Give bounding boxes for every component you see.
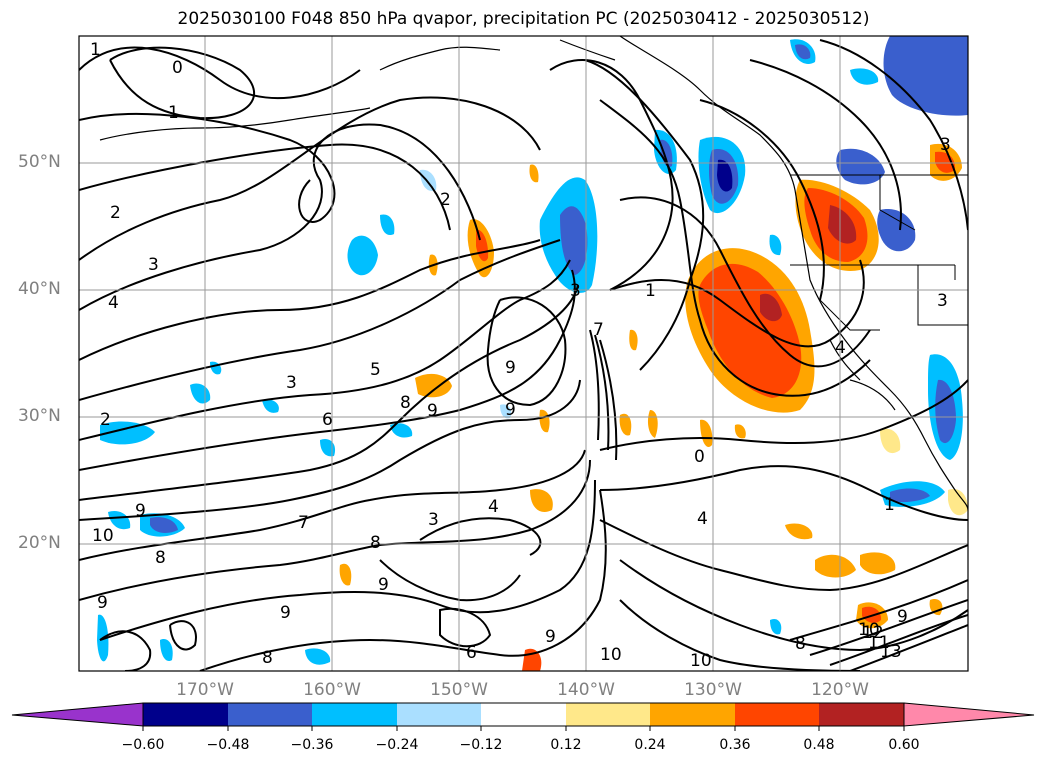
contour-label: 8 [262, 648, 273, 668]
contour-label: 0 [694, 447, 705, 467]
contour-label: 9 [280, 603, 291, 623]
colorbar-high-extend [903, 702, 1035, 727]
lon-label-130w: 130°W [684, 680, 742, 700]
colorbar-tick-label: −0.48 [206, 737, 250, 753]
contour-label: 8 [400, 393, 411, 413]
colorbar-bin [228, 703, 312, 726]
colorbar-bin [566, 703, 650, 726]
contour-label: 11 [868, 633, 890, 653]
contour-label: 3 [940, 135, 951, 155]
colorbar-tick-label: 0.48 [803, 737, 835, 753]
contour-label: 9 [97, 593, 108, 613]
contour-label: 2 [440, 190, 451, 210]
contour-label: 6 [322, 410, 333, 430]
contour-label: 9 [135, 501, 146, 521]
lon-label-150w: 150°W [430, 680, 488, 700]
contour-label: 3 [148, 255, 159, 275]
colorbar-bin [397, 703, 481, 726]
map-plot-area: 1 0 1 2 3 4 2 3 2 5 6 7 8 9 9 9 4 3 3 1 … [79, 36, 968, 671]
contour-label: 1 [168, 103, 179, 123]
lat-label-20n: 20°N [18, 533, 61, 553]
contour-label: 8 [795, 634, 806, 654]
contour-label: 6 [466, 643, 477, 663]
colorbar-tick-label: −0.24 [375, 737, 419, 753]
contour-label: 7 [298, 513, 309, 533]
contour-label: 1 [645, 281, 656, 301]
colorbar-tick-label: −0.60 [121, 737, 165, 753]
coastlines [99, 36, 968, 511]
contour-label: 7 [593, 320, 604, 340]
contour-label: 10 [92, 526, 114, 546]
contour-label: 4 [108, 293, 119, 313]
contour-label: 1 [884, 495, 895, 515]
colorbar-bin [481, 703, 566, 726]
contour-label: 2 [100, 410, 111, 430]
lon-label-160w: 160°W [303, 680, 361, 700]
colorbar-tick-label: −0.36 [290, 737, 334, 753]
contour-label: 9 [505, 400, 516, 420]
colorbar-bin [650, 703, 735, 726]
contour-label: 9 [545, 627, 556, 647]
colorbar-tick-label: −0.12 [459, 737, 503, 753]
colorbar-bin [312, 703, 397, 726]
lon-label-120w: 120°W [811, 680, 869, 700]
colorbar-bin [143, 703, 228, 726]
contour-label: 3 [286, 373, 297, 393]
lat-label-50n: 50°N [18, 152, 61, 172]
contour-label: 9 [897, 607, 908, 627]
contour-label: 5 [370, 360, 381, 380]
colorbar-frame [142, 702, 905, 727]
colorbar-tick-label: 0.12 [550, 737, 582, 753]
qvapor-contours [79, 39, 968, 671]
contour-label: 3 [570, 281, 581, 301]
lat-label-40n: 40°N [18, 279, 61, 299]
contour-label: 9 [427, 401, 438, 421]
contour-label: 3 [428, 510, 439, 530]
colorbar-tick-label: 0.24 [634, 737, 666, 753]
contour-label: 3 [937, 291, 948, 311]
lon-label-140w: 140°W [557, 680, 615, 700]
precip-positive-shading [339, 143, 968, 671]
contour-label: 13 [880, 642, 902, 662]
contour-label: 10 [690, 651, 712, 671]
colorbar [11, 702, 1035, 731]
colorbar-low-extend [11, 702, 144, 727]
figure-title: 2025030100 F048 850 hPa qvapor, precipit… [177, 9, 870, 29]
lat-label-30n: 30°N [18, 406, 61, 426]
contour-label: 10 [858, 620, 880, 640]
contour-label: 2 [110, 203, 121, 223]
contour-labels: 1 0 1 2 3 4 2 3 2 5 6 7 8 9 9 9 4 3 3 1 … [90, 40, 951, 671]
map-grid [79, 36, 968, 671]
contour-label: 4 [488, 497, 499, 517]
contour-label: 4 [697, 509, 708, 529]
lon-label-170w: 170°W [176, 680, 234, 700]
contour-label: 8 [370, 533, 381, 553]
contour-label: 9 [505, 358, 516, 378]
colorbar-bin [735, 703, 819, 726]
colorbar-bin [819, 703, 904, 726]
colorbar-tick-label: 0.36 [719, 737, 751, 753]
contour-label: 4 [835, 338, 846, 358]
contour-label: 8 [155, 548, 166, 568]
contour-label: 10 [600, 645, 622, 665]
contour-label: 9 [378, 575, 389, 595]
contour-label: 0 [172, 58, 183, 78]
contour-label: 1 [90, 40, 101, 60]
colorbar-tick-label: 0.60 [888, 737, 920, 753]
contour-label: 12 [862, 623, 884, 643]
map-frame [78, 35, 969, 672]
